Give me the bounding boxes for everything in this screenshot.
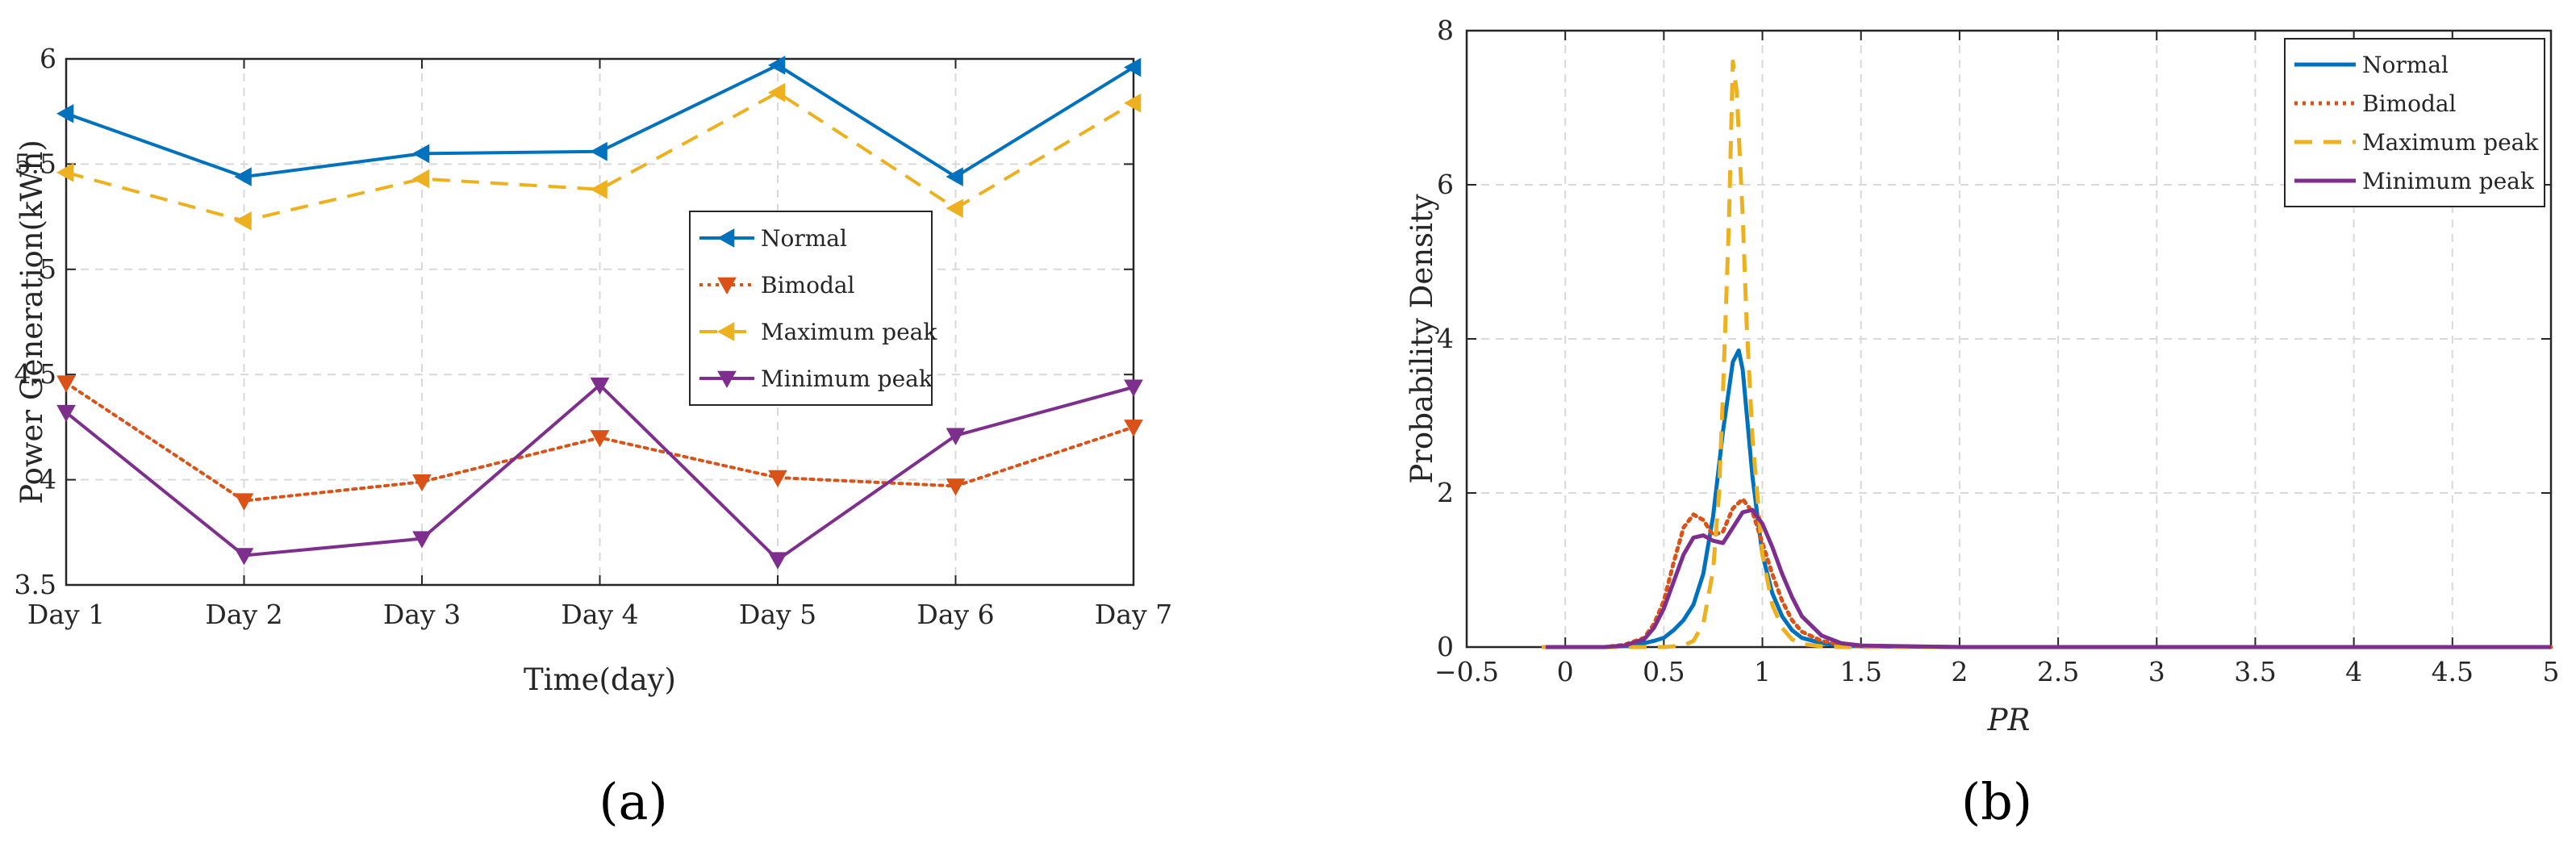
a-point-maximum-peak-4 xyxy=(590,179,607,199)
a-point-bimodal-6 xyxy=(946,478,966,496)
a-legend-label-normal: Normal xyxy=(761,225,847,252)
a-ytick-label-5: 6 xyxy=(40,43,56,74)
a-point-maximum-peak-7 xyxy=(1123,93,1142,113)
a-legend-label-maximum-peak: Maximum peak xyxy=(761,319,937,345)
a-point-minimum-peak-5 xyxy=(768,552,787,570)
a-series-bimodal xyxy=(56,375,1143,511)
chart-b-probability-density: −0.5 0 0.5 1 1.5 2 2.5 3 3.5 4 4.5 502468PRProbabil… xyxy=(1405,15,2560,737)
b-xtick-label-2: 0.5 xyxy=(1643,656,1685,687)
b-ytick-label-0: 0 xyxy=(1437,631,1454,662)
a-ytick-label-3: 5 xyxy=(40,253,56,285)
b-xtick-label-10: 4.5 xyxy=(2432,656,2474,687)
b-line-bimodal xyxy=(1543,497,2553,649)
chart-a-power-generation: Day 1 Day 2 Day 3 Day 4 Day 5 Day 6 Day 7 3.5 4 4… xyxy=(15,43,1173,697)
a-point-bimodal-5 xyxy=(768,470,787,488)
a-xtick-label-6: Day 6 xyxy=(916,599,994,630)
a-point-minimum-peak-2 xyxy=(234,548,254,566)
b-line-maximum-peak xyxy=(1541,59,2551,649)
a-point-normal-4 xyxy=(590,141,607,161)
a-xtick-label-5: Day 5 xyxy=(739,599,816,630)
a-legend-marker-maximum-peak xyxy=(716,322,735,341)
a-legend-marker-normal xyxy=(716,228,735,248)
a-series-maximum-peak xyxy=(56,82,1142,231)
b-xtick-label-9: 4 xyxy=(2345,656,2362,687)
b-legend-box xyxy=(2284,38,2545,207)
a-ytick-label-0: 3.5 xyxy=(15,569,56,600)
a-point-normal-3 xyxy=(411,144,430,164)
a-xtick-label-4: Day 4 xyxy=(561,599,638,630)
a-series-minimum-peak xyxy=(56,377,1143,570)
b-legend-label-minimum-peak: Minimum peak xyxy=(2362,168,2535,194)
a-point-normal-1 xyxy=(56,103,74,123)
b-y-axis-label: Probability Density xyxy=(1405,194,1439,483)
a-point-minimum-peak-7 xyxy=(1124,379,1143,397)
b-legend-label-maximum-peak: Maximum peak xyxy=(2362,129,2539,156)
a-point-normal-7 xyxy=(1123,57,1142,77)
a-ytick-label-1: 4 xyxy=(40,464,56,495)
b-line-normal xyxy=(1545,348,2551,649)
a-point-minimum-peak-4 xyxy=(590,377,610,395)
b-ytick-label-2: 4 xyxy=(1437,323,1454,354)
b-xtick-label-1: 0 xyxy=(1557,656,1574,687)
b-xtick-label-6: 2.5 xyxy=(2037,656,2079,687)
b-xtick-label-5: 2 xyxy=(1951,656,1968,687)
b-xtick-label-0: −0.5 xyxy=(1434,656,1499,687)
a-point-maximum-peak-5 xyxy=(767,82,786,102)
b-legend: Normal Bimodal Maximum peak Minimum peak xyxy=(2284,38,2545,207)
a-point-bimodal-4 xyxy=(590,430,610,448)
b-xtick-label-3: 1 xyxy=(1754,656,1771,687)
a-point-maximum-peak-2 xyxy=(234,211,252,231)
a-point-normal-2 xyxy=(234,167,252,186)
a-point-bimodal-1 xyxy=(56,375,76,393)
b-xtick-label-7: 3 xyxy=(2148,656,2165,687)
a-legend-marker-bimodal xyxy=(717,277,737,295)
b-xtick-label-8: 3.5 xyxy=(2234,656,2276,687)
a-xtick-label-1: Day 1 xyxy=(27,599,105,630)
a-y-axis-label: Power Generation(kWh) xyxy=(15,140,49,504)
b-xtick-label-11: 5 xyxy=(2543,656,2560,687)
b-ytick-label-3: 6 xyxy=(1437,169,1454,200)
a-legend-marker-minimum-peak xyxy=(717,370,737,389)
a-legend-label-minimum-peak: Minimum peak xyxy=(761,365,933,392)
a-point-maximum-peak-1 xyxy=(56,162,74,182)
panel-label-b: (b) xyxy=(1961,772,2032,831)
b-xtick-label-4: 1.5 xyxy=(1839,656,1881,687)
panel-label-a: (a) xyxy=(599,772,667,831)
a-point-bimodal-3 xyxy=(412,474,432,492)
a-series-normal xyxy=(56,55,1142,186)
a-x-axis-label: Time(day) xyxy=(524,662,676,697)
a-point-minimum-peak-1 xyxy=(56,404,76,423)
a-point-bimodal-2 xyxy=(234,493,254,511)
a-ytick-label-4: 5.5 xyxy=(15,148,56,179)
b-ytick-label-4: 8 xyxy=(1437,15,1454,46)
a-point-minimum-peak-3 xyxy=(412,531,432,549)
a-point-minimum-peak-6 xyxy=(946,428,966,445)
a-point-maximum-peak-3 xyxy=(411,169,430,189)
a-legend-label-bimodal: Bimodal xyxy=(761,272,855,299)
b-line-minimum-peak xyxy=(1545,507,2551,649)
a-xtick-label-2: Day 2 xyxy=(205,599,282,630)
a-point-bimodal-7 xyxy=(1124,420,1143,437)
b-legend-label-normal: Normal xyxy=(2362,52,2449,78)
b-legend-label-bimodal: Bimodal xyxy=(2362,90,2457,117)
a-point-normal-6 xyxy=(946,167,963,186)
a-point-normal-5 xyxy=(767,55,786,75)
a-xtick-label-7: Day 7 xyxy=(1095,599,1172,630)
b-ytick-label-1: 2 xyxy=(1437,477,1454,508)
a-point-maximum-peak-6 xyxy=(946,198,963,219)
a-ytick-label-2: 4.5 xyxy=(15,358,56,390)
b-x-axis-label: PR xyxy=(1987,703,2031,737)
a-xtick-label-3: Day 3 xyxy=(383,599,461,630)
a-legend: Normal Bimodal Maximum peak Minimum peak xyxy=(689,211,937,406)
